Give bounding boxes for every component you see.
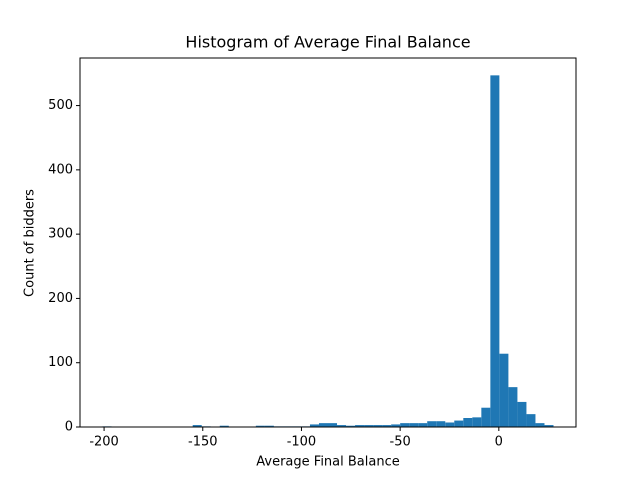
- y-tick-label: 100: [48, 355, 73, 370]
- y-tick-label: 300: [48, 227, 73, 242]
- plot-frame: [79, 57, 577, 428]
- bar: [499, 353, 509, 427]
- x-tick-label: 0: [495, 435, 503, 450]
- bar: [427, 421, 437, 427]
- bar: [409, 423, 419, 427]
- x-tick-label: -50: [390, 435, 411, 450]
- x-tick-label: -100: [287, 435, 317, 450]
- bar: [382, 425, 392, 427]
- bar: [400, 423, 410, 427]
- x-tick-label: -150: [188, 435, 218, 450]
- bar: [526, 414, 536, 427]
- bar: [364, 425, 374, 427]
- y-tick-label: 400: [48, 162, 73, 177]
- bar: [418, 423, 428, 427]
- y-tick-label: 0: [65, 420, 73, 435]
- bar: [535, 423, 545, 427]
- bar: [318, 423, 328, 427]
- x-tick-label: -200: [89, 435, 119, 450]
- bar: [346, 425, 356, 427]
- y-axis-label: Count of bidders: [23, 189, 38, 297]
- y-tick-label: 500: [48, 98, 73, 113]
- bar: [490, 75, 500, 427]
- bar: [445, 422, 455, 427]
- bar: [192, 425, 202, 427]
- bar: [472, 417, 482, 427]
- chart-title: Histogram of Average Final Balance: [185, 33, 470, 52]
- bar: [517, 401, 527, 427]
- bar: [309, 424, 319, 427]
- bar: [373, 425, 383, 427]
- bar: [463, 418, 473, 427]
- y-tick-label: 200: [48, 291, 73, 306]
- bar: [337, 425, 347, 427]
- bar: [219, 425, 229, 427]
- bar: [436, 421, 446, 427]
- bar: [264, 425, 274, 427]
- bar: [355, 425, 365, 427]
- x-axis-label: Average Final Balance: [256, 455, 399, 470]
- bar: [391, 424, 401, 427]
- bar: [255, 425, 265, 427]
- bar: [454, 420, 464, 427]
- bar: [544, 425, 554, 427]
- bar: [328, 423, 338, 427]
- bar: [481, 407, 491, 427]
- bar: [508, 387, 518, 427]
